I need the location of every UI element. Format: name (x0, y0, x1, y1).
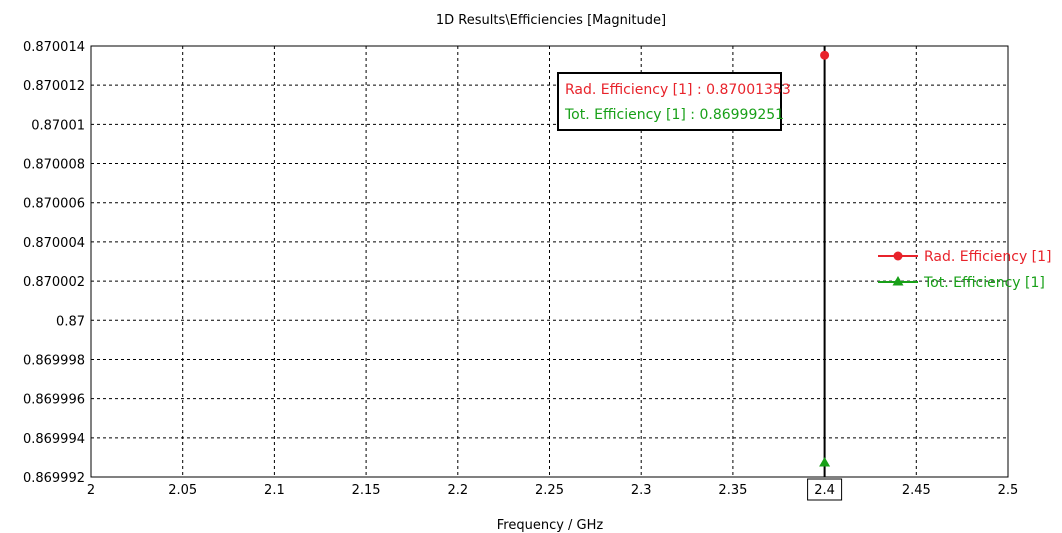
y-tick-label: 0.870002 (23, 275, 85, 290)
y-tick-label: 0.870012 (23, 79, 85, 94)
legend-marker-tot (892, 276, 904, 286)
chart-title: 1D Results\Efficiencies [Magnitude] (436, 13, 666, 28)
x-axis-ticks: 2 2.05 2.1 2.15 2.2 2.25 2.3 2.35 2.4 2.45 2.5 (87, 478, 1019, 501)
annotation-tot-efficiency: Tot. Efficiency [1] : 0.86999251 (564, 107, 784, 123)
annotation-rad-efficiency: Rad. Efficiency [1] : 0.87001353 (565, 82, 791, 98)
x-tick-label: 2.2 (447, 483, 468, 498)
grid-lines (91, 46, 1008, 477)
x-tick-label: 2.45 (902, 483, 931, 498)
x-tick-label: 2.15 (352, 483, 381, 498)
x-tick-label: 2 (87, 483, 95, 498)
x-tick-label: 2.3 (631, 483, 652, 498)
legend-label-tot-efficiency: Tot. Efficiency [1] (923, 275, 1045, 291)
series-layer (819, 46, 831, 477)
y-tick-label: 0.870008 (23, 158, 85, 173)
legend[interactable]: Rad. Efficiency [1] Tot. Efficiency [1] (878, 249, 1052, 291)
y-tick-label: 0.869994 (23, 432, 85, 447)
y-tick-label: 0.870004 (23, 236, 85, 251)
x-tick-label: 2.25 (535, 483, 564, 498)
y-tick-label: 0.869992 (23, 471, 85, 486)
y-tick-label: 0.870014 (23, 40, 85, 55)
y-tick-label: 0.87001 (31, 118, 85, 133)
y-tick-label: 0.869996 (23, 393, 85, 408)
data-point-rad-efficiency (820, 50, 830, 60)
x-tick-label: 2.05 (168, 483, 197, 498)
plot-area-border (90, 45, 1009, 478)
legend-label-rad-efficiency: Rad. Efficiency [1] (924, 249, 1052, 265)
y-tick-label: 0.870006 (23, 197, 85, 212)
x-tick-label: 2.1 (264, 483, 285, 498)
x-marker-box (807, 478, 843, 501)
x-tick-label: 2.35 (718, 483, 747, 498)
y-axis-ticks: 0.870014 0.870012 0.87001 0.870008 0.870006 0… (23, 40, 85, 486)
legend-marker-rad (893, 251, 903, 261)
annotation-frame (557, 72, 782, 131)
value-annotation-box: Rad. Efficiency [1] : 0.87001353 Tot. Ef… (557, 72, 791, 131)
y-tick-label: 0.869998 (23, 353, 85, 368)
x-tick-label: 2.5 (998, 483, 1019, 498)
y-tick-label: 0.87 (56, 314, 85, 329)
data-point-tot-efficiency (819, 457, 831, 467)
x-tick-label: 2.4 (814, 483, 835, 498)
x-axis-label: Frequency / GHz (497, 518, 604, 533)
